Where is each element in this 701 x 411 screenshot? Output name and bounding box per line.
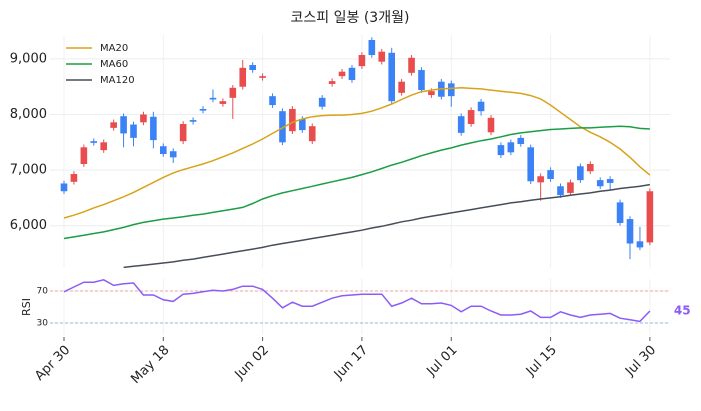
candle-body xyxy=(636,241,644,248)
candle-body xyxy=(140,114,147,123)
candle-body xyxy=(477,101,485,112)
candle-body xyxy=(169,151,177,158)
candle-body xyxy=(60,183,68,192)
candle-body xyxy=(467,110,475,124)
candle-body xyxy=(269,96,276,106)
candle-body xyxy=(547,170,554,180)
candle-body xyxy=(308,126,316,142)
legend: MA20 MA60 MA120 xyxy=(66,43,135,86)
candle-body xyxy=(408,57,415,73)
candle-body xyxy=(80,147,88,165)
candle-body xyxy=(299,118,306,131)
candle-body xyxy=(219,101,227,104)
candle-body xyxy=(378,51,386,62)
ma-line xyxy=(123,183,651,269)
y-tick-label: 9,000 xyxy=(10,51,47,66)
candle-body xyxy=(229,87,237,98)
y-tick-label: 30 xyxy=(37,319,49,329)
candle-body xyxy=(616,202,624,223)
candle-body xyxy=(318,97,326,107)
x-tick-label: Jul 30 xyxy=(622,343,659,380)
last-value-label: 45 xyxy=(674,304,691,318)
candle-body xyxy=(388,52,395,102)
candle-body xyxy=(289,108,296,132)
candle-body xyxy=(567,182,574,193)
legend-label: MA120 xyxy=(100,75,135,86)
candle-body xyxy=(646,191,654,243)
x-tick-label: Apr 30 xyxy=(32,343,73,384)
candle-body xyxy=(497,145,505,156)
candle-body xyxy=(577,166,584,181)
candle-body xyxy=(606,179,614,183)
candle-body xyxy=(110,122,117,128)
candle-body xyxy=(487,117,495,133)
candle-body xyxy=(70,174,78,182)
candle-body xyxy=(199,108,207,111)
x-tick-label: May 18 xyxy=(128,343,172,387)
candle-body xyxy=(586,164,594,172)
candle-body xyxy=(179,123,187,142)
candle-body xyxy=(507,142,515,153)
candle-body xyxy=(517,137,525,144)
candle-body xyxy=(418,70,425,91)
candle-body xyxy=(328,81,336,84)
y-tick-label: 70 xyxy=(37,287,49,297)
y-axis-label: RSI xyxy=(20,298,33,316)
legend-label: MA60 xyxy=(100,59,128,70)
candle-body xyxy=(368,40,376,56)
candle-body xyxy=(120,116,127,134)
candle-body xyxy=(100,142,108,151)
candle-body xyxy=(626,219,634,244)
legend-label: MA20 xyxy=(100,43,128,54)
candle-body xyxy=(209,97,217,100)
candle-body xyxy=(457,116,465,133)
ma-line xyxy=(63,125,650,240)
rsi-line xyxy=(63,279,651,323)
candle-body xyxy=(160,146,167,155)
candle-body xyxy=(150,116,157,141)
y-tick-label: 8,000 xyxy=(10,107,47,122)
x-tick-label: Jun 02 xyxy=(232,343,272,383)
y-tick-label: 7,000 xyxy=(10,163,47,178)
candle-body xyxy=(249,65,256,71)
x-tick-label: Jul 01 xyxy=(424,343,461,380)
candle-body xyxy=(398,81,405,93)
ma-line xyxy=(63,87,651,219)
candle-body xyxy=(596,180,604,187)
candle-body xyxy=(130,124,137,138)
x-tick-label: Jun 17 xyxy=(331,343,371,383)
candle-body xyxy=(428,91,435,96)
x-tick-label: Jul 15 xyxy=(523,343,560,380)
candle-body xyxy=(239,67,247,87)
candle-body xyxy=(358,55,366,67)
candle-body xyxy=(90,141,98,143)
candle-body xyxy=(189,120,197,122)
chart-title: 코스피 일봉 (3개월) xyxy=(291,10,410,26)
candle-body xyxy=(527,147,535,182)
candle-body xyxy=(259,76,266,78)
candle-body xyxy=(557,186,564,196)
candle-body xyxy=(279,111,286,143)
y-tick-label: 6,000 xyxy=(10,218,47,233)
candle-body xyxy=(447,83,455,97)
candle-body xyxy=(338,71,346,77)
candle-body xyxy=(348,67,356,81)
candle-body xyxy=(537,176,544,183)
